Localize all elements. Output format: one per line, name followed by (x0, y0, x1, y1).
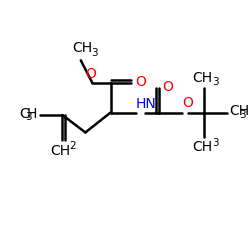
Text: 3: 3 (212, 138, 218, 148)
Text: CH: CH (192, 140, 212, 154)
Text: O: O (182, 96, 193, 110)
Text: C: C (19, 107, 28, 121)
Text: O: O (86, 68, 96, 82)
Text: CH: CH (72, 42, 92, 56)
Text: CH: CH (229, 104, 249, 118)
Text: CH: CH (192, 71, 212, 85)
Text: 3: 3 (212, 77, 218, 87)
Text: O: O (136, 75, 146, 89)
Text: 3: 3 (91, 48, 98, 58)
Text: 3: 3 (26, 112, 32, 122)
Text: O: O (163, 80, 173, 94)
Text: 2: 2 (69, 141, 76, 151)
Text: CH: CH (50, 144, 70, 158)
Text: H: H (27, 107, 37, 121)
Text: 3: 3 (239, 110, 246, 120)
Text: HN: HN (135, 97, 156, 111)
